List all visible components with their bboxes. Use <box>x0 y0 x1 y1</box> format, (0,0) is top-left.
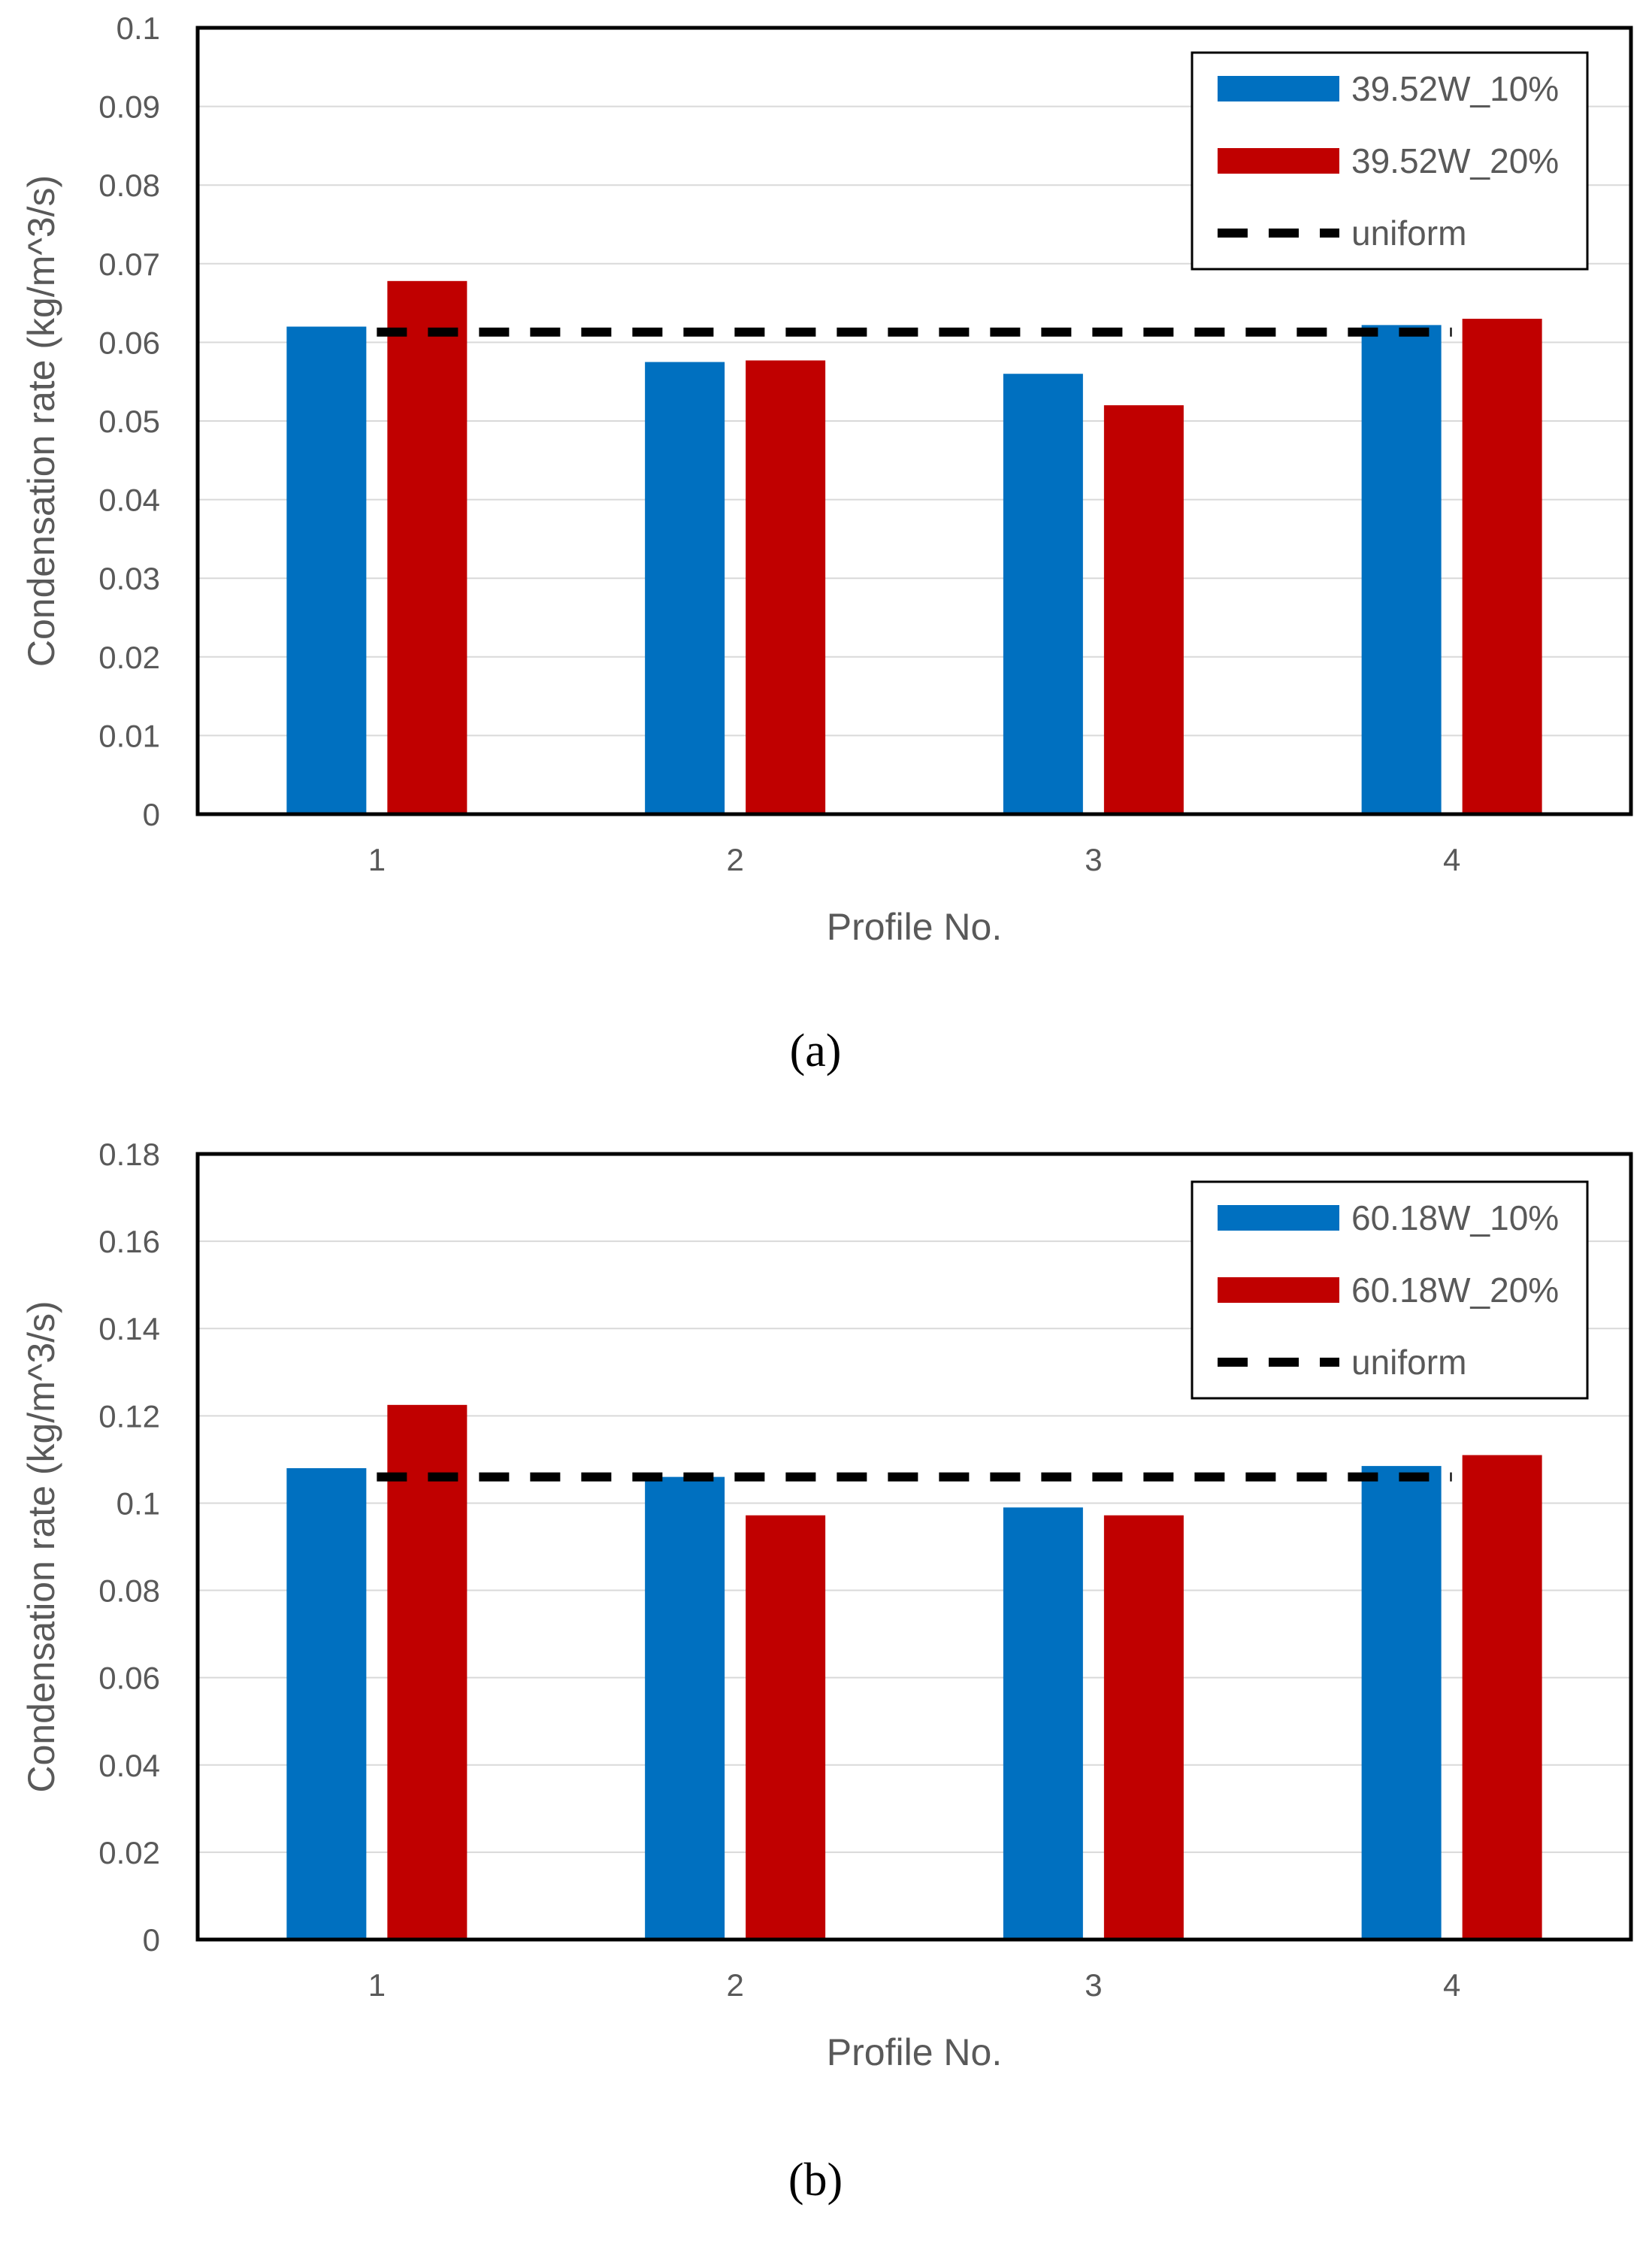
y-axis-title: Condensation rate (kg/m^3/s) <box>20 1301 62 1792</box>
y-axis-title: Condensation rate (kg/m^3/s) <box>20 175 62 667</box>
legend-label: 60.18W_20% <box>1351 1270 1559 1310</box>
bar-series1-profile-1 <box>286 326 367 815</box>
legend-swatch-series2 <box>1218 1277 1339 1303</box>
y-tick-label: 0 <box>143 1922 160 1958</box>
y-tick-label: 0.18 <box>98 1137 160 1172</box>
bar-series2-profile-2 <box>746 360 826 814</box>
legend-swatch-series2 <box>1218 148 1339 174</box>
bar-series2-profile-4 <box>1462 319 1542 814</box>
x-axis-title: Profile No. <box>827 906 1002 948</box>
legend-label: 39.52W_20% <box>1351 141 1559 180</box>
plot-area-border <box>195 1152 1633 1942</box>
y-tick-label: 0.03 <box>98 561 160 596</box>
x-tick-label: 4 <box>1443 842 1460 877</box>
chart-panel-a: 0 0.01 0.02 0.03 0.04 0.05 0.06 0.07 0.08 0.09 0.1… <box>20 11 1633 1077</box>
x-axis-title: Profile No. <box>827 2031 1002 2073</box>
plot-area-border <box>195 26 1633 816</box>
y-tick-label: 0.02 <box>98 640 160 675</box>
bar-series1-profile-2 <box>645 1476 725 1940</box>
y-tick-label: 0.04 <box>98 1748 160 1783</box>
x-tick-label: 1 <box>368 1967 386 2003</box>
bar-series1-profile-3 <box>1003 1507 1083 1940</box>
panel-label: (b) <box>788 2155 843 2206</box>
y-tick-label: 0.08 <box>98 168 160 203</box>
y-tick-label: 0.16 <box>98 1224 160 1259</box>
y-tick-label: 0.1 <box>116 1485 160 1521</box>
y-tick-label: 0.09 <box>98 89 160 125</box>
chart-panel-b: 0 0.02 0.04 0.06 0.08 0.1 0.12 0.14 0.16 0.18 1 2 3 4… <box>20 1137 1633 2206</box>
legend-label: uniform <box>1351 213 1466 253</box>
y-tick-label: 0.05 <box>98 404 160 439</box>
x-tick-label: 3 <box>1085 842 1102 877</box>
y-tick-label: 0.12 <box>98 1398 160 1434</box>
x-tick-label: 4 <box>1443 1967 1460 2003</box>
y-tick-label: 0 <box>143 797 160 832</box>
bar-series2-profile-4 <box>1462 1455 1542 1940</box>
x-tick-label: 2 <box>726 1967 743 2003</box>
legend-label: 39.52W_10% <box>1351 69 1559 108</box>
panel-label: (a) <box>790 1025 842 1077</box>
bar-series2-profile-3 <box>1103 1515 1184 1940</box>
bar-series2-profile-2 <box>746 1515 826 1940</box>
bar-series2-profile-3 <box>1103 405 1184 814</box>
y-tick-label: 0.01 <box>98 718 160 753</box>
y-tick-label: 0.14 <box>98 1311 160 1346</box>
y-tick-label: 0.07 <box>98 247 160 282</box>
y-tick-label: 0.06 <box>98 1661 160 1696</box>
legend-label: uniform <box>1351 1343 1466 1382</box>
bar-series1-profile-1 <box>286 1468 367 1940</box>
x-tick-label: 2 <box>726 842 743 877</box>
legend: 60.18W_10% 60.18W_20%uniform <box>1191 1180 1589 1400</box>
legend-label: 60.18W_10% <box>1351 1198 1559 1237</box>
bar-series2-profile-1 <box>387 1404 467 1940</box>
legend-swatch-series1 <box>1218 76 1339 101</box>
bar-series1-profile-3 <box>1003 374 1083 814</box>
y-tick-label: 0.04 <box>98 483 160 518</box>
y-tick-label: 0.02 <box>98 1835 160 1870</box>
legend: 39.52W_10% 39.52W_20%uniform <box>1191 51 1589 271</box>
bar-series1-profile-2 <box>645 362 725 814</box>
bar-series1-profile-4 <box>1361 325 1442 814</box>
bar-series1-profile-4 <box>1361 1466 1442 1940</box>
x-tick-label: 3 <box>1085 1967 1102 2003</box>
bar-series2-profile-1 <box>387 280 467 814</box>
y-tick-label: 0.1 <box>116 11 160 46</box>
y-tick-label: 0.08 <box>98 1573 160 1609</box>
y-tick-label: 0.06 <box>98 325 160 360</box>
legend-swatch-series1 <box>1218 1205 1339 1231</box>
x-tick-label: 1 <box>368 842 386 877</box>
